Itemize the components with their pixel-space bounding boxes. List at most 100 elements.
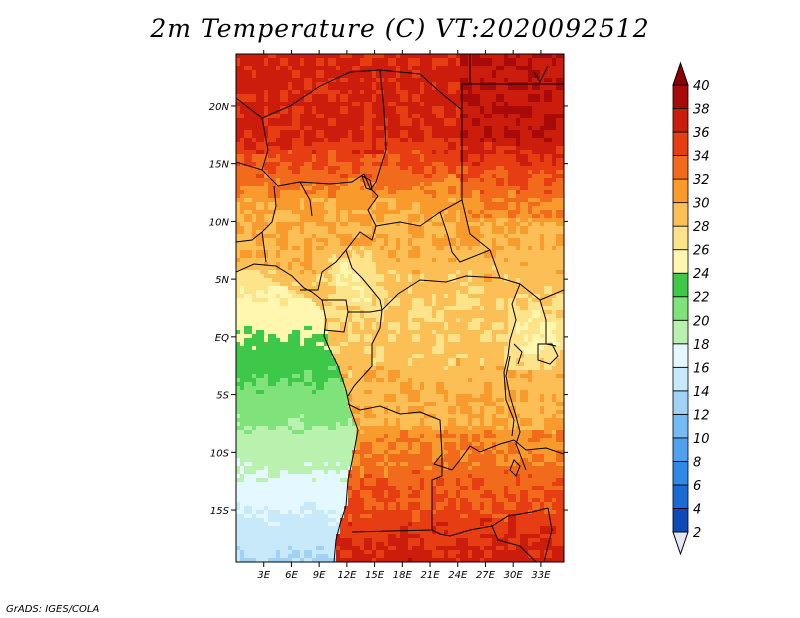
field-cell — [236, 238, 241, 243]
field-cell — [428, 114, 433, 119]
field-cell — [556, 238, 561, 243]
field-cell — [404, 166, 409, 171]
field-cell — [244, 250, 249, 255]
field-cell — [432, 162, 437, 167]
field-cell — [264, 194, 269, 199]
field-cell — [520, 110, 525, 115]
field-cell — [384, 54, 389, 59]
field-cell — [444, 130, 449, 135]
field-cell — [492, 110, 497, 115]
field-cell — [488, 182, 493, 187]
field-cell — [332, 214, 337, 219]
field-cell — [464, 218, 469, 223]
field-cell — [340, 90, 345, 95]
field-cell — [348, 218, 353, 223]
field-cell — [348, 278, 353, 283]
field-cell — [368, 270, 373, 275]
field-cell — [384, 174, 389, 179]
field-cell — [356, 54, 361, 59]
field-cell — [324, 242, 329, 247]
field-cell — [328, 218, 333, 223]
field-cell — [304, 186, 309, 191]
field-cell — [436, 250, 441, 255]
field-cell — [348, 130, 353, 135]
field-cell — [548, 58, 553, 63]
field-cell — [428, 126, 433, 131]
field-cell — [252, 102, 257, 107]
field-cell — [304, 166, 309, 171]
field-cell — [540, 154, 545, 159]
field-cell — [476, 74, 481, 79]
field-cell — [364, 278, 369, 283]
field-cell — [484, 114, 489, 119]
field-cell — [540, 78, 545, 83]
field-cell — [396, 210, 401, 215]
field-cell — [284, 222, 289, 227]
field-cell — [272, 282, 277, 287]
field-cell — [440, 86, 445, 91]
field-cell — [276, 90, 281, 95]
field-cell — [352, 250, 357, 255]
field-cell — [472, 66, 477, 71]
field-cell — [516, 126, 521, 131]
field-cell — [508, 282, 513, 287]
field-cell — [508, 70, 513, 75]
field-cell — [252, 282, 257, 287]
field-cell — [440, 230, 445, 235]
field-cell — [532, 142, 537, 147]
field-cell — [380, 242, 385, 247]
field-cell — [520, 154, 525, 159]
field-cell — [340, 98, 345, 103]
field-cell — [304, 226, 309, 231]
field-cell — [392, 82, 397, 87]
field-cell — [516, 194, 521, 199]
field-cell — [432, 134, 437, 139]
field-cell — [256, 118, 261, 123]
field-cell — [536, 70, 541, 75]
field-cell — [296, 134, 301, 139]
field-cell — [252, 146, 257, 151]
field-cell — [440, 270, 445, 275]
field-cell — [408, 258, 413, 263]
field-cell — [392, 154, 397, 159]
field-cell — [260, 178, 265, 183]
field-cell — [272, 122, 277, 127]
field-cell — [256, 126, 261, 131]
field-cell — [556, 86, 561, 91]
field-cell — [492, 174, 497, 179]
field-cell — [360, 178, 365, 183]
field-cell — [348, 102, 353, 107]
field-cell — [268, 98, 273, 103]
field-cell — [332, 66, 337, 71]
field-cell — [512, 66, 517, 71]
field-cell — [496, 278, 501, 283]
field-cell — [340, 82, 345, 87]
field-cell — [448, 170, 453, 175]
field-cell — [392, 74, 397, 79]
field-cell — [480, 90, 485, 95]
field-cell — [360, 198, 365, 203]
field-cell — [276, 234, 281, 239]
field-cell — [292, 158, 297, 163]
field-cell — [396, 130, 401, 135]
field-cell — [512, 274, 517, 279]
field-cell — [376, 150, 381, 155]
field-cell — [292, 58, 297, 63]
field-cell — [352, 166, 357, 171]
field-cell — [376, 254, 381, 259]
field-cell — [480, 254, 485, 259]
field-cell — [280, 210, 285, 215]
field-cell — [300, 70, 305, 75]
field-cell — [356, 94, 361, 99]
field-cell — [456, 118, 461, 123]
field-cell — [384, 202, 389, 207]
field-cell — [408, 70, 413, 75]
field-cell — [276, 238, 281, 243]
field-cell — [352, 210, 357, 215]
field-cell — [400, 106, 405, 111]
field-cell — [492, 98, 497, 103]
field-cell — [416, 170, 421, 175]
field-cell — [272, 214, 277, 219]
field-cell — [252, 186, 257, 191]
field-cell — [476, 62, 481, 67]
